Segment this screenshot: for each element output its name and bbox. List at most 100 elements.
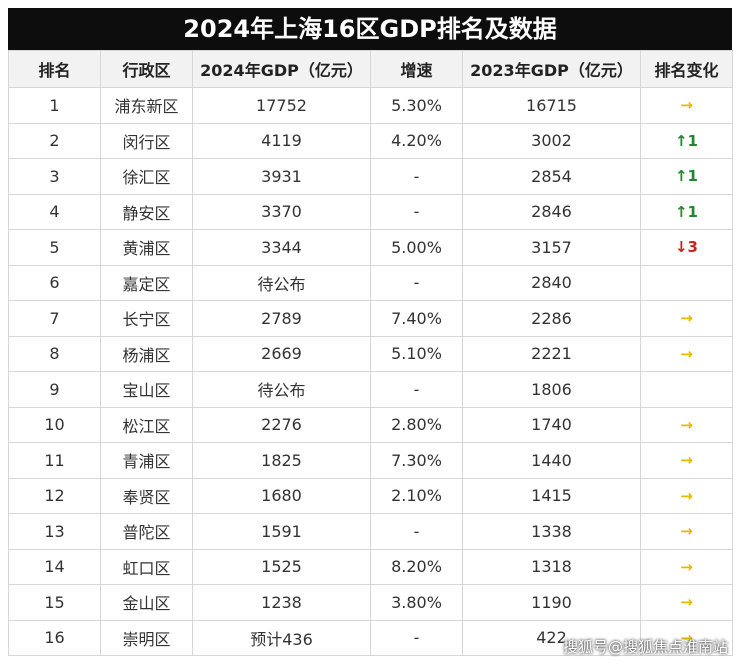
table-cell: 17752 (192, 87, 371, 124)
table-cell: 2286 (462, 300, 641, 337)
table-row: 16 崇明区 预计436-422 → (8, 619, 733, 656)
table-cell: 1415 (462, 477, 641, 514)
table-cell: 2276 (192, 406, 371, 443)
table-cell: 12 (8, 477, 101, 514)
table-cell: 13 (8, 513, 101, 550)
rank-change-cell: → (640, 477, 733, 514)
table-cell: - (370, 619, 463, 656)
table-row: 11 青浦区 1825 7.30% 1440 → (8, 442, 733, 479)
table-cell: 普陀区 (100, 513, 193, 550)
table-cell: 7.30% (370, 442, 463, 479)
table-body: 1 浦东新区 17752 5.30% 16715 → 2 闵行区 4119 4.20% 3002 ↑1… (8, 87, 733, 656)
table-row: 13 普陀区 1591-1338 → (8, 513, 733, 550)
table-cell: - (370, 158, 463, 195)
table-cell: 3.80% (370, 584, 463, 621)
table-cell: 1238 (192, 584, 371, 621)
table-cell: 3157 (462, 229, 641, 266)
table-cell: 5.30% (370, 87, 463, 124)
table-cell: 金山区 (100, 584, 193, 621)
empty-cell (640, 371, 733, 408)
title: 2024年上海16区GDP排名及数据 (8, 8, 732, 50)
table-cell: 杨浦区 (100, 335, 193, 372)
header-cell: 增速 (370, 50, 463, 88)
table-cell: 1825 (192, 442, 371, 479)
rank-change-cell: → (640, 548, 733, 585)
empty-cell (640, 264, 733, 301)
rank-change-cell: → (640, 513, 733, 550)
table-cell: 5.10% (370, 335, 463, 372)
table-cell: 预计436 (192, 619, 371, 656)
rank-change-cell: → (640, 442, 733, 479)
table-cell: 奉贤区 (100, 477, 193, 514)
rank-change-cell: → (640, 335, 733, 372)
table-cell: 长宁区 (100, 300, 193, 337)
table-cell: 2.10% (370, 477, 463, 514)
table-cell: 2840 (462, 264, 641, 301)
table-cell: 15 (8, 584, 101, 621)
table-cell: 4 (8, 193, 101, 230)
table-cell: 1 (8, 87, 101, 124)
table-cell: - (370, 513, 463, 550)
header-cell: 2024年GDP（亿元） (192, 50, 371, 88)
table-cell: 1740 (462, 406, 641, 443)
table-cell: 3931 (192, 158, 371, 195)
table-cell: 3344 (192, 229, 371, 266)
table-cell: - (370, 264, 463, 301)
table-cell: 10 (8, 406, 101, 443)
table-cell: 16 (8, 619, 101, 656)
table-cell: 1318 (462, 548, 641, 585)
rank-change-cell: ↑1 (640, 158, 733, 195)
header-cell: 2023年GDP（亿元） (462, 50, 641, 88)
table-row: 15 金山区 1238 3.80% 1190 → (8, 584, 733, 621)
table-row: 7 长宁区 2789 7.40% 2286 → (8, 300, 733, 337)
table-cell: 1591 (192, 513, 371, 550)
table-cell: - (370, 193, 463, 230)
rank-change-cell: → (640, 300, 733, 337)
table-cell: - (370, 371, 463, 408)
table-cell: 宝山区 (100, 371, 193, 408)
table-cell: 2.80% (370, 406, 463, 443)
table-cell: 8 (8, 335, 101, 372)
table-cell: 16715 (462, 87, 641, 124)
table-cell: 422 (462, 619, 641, 656)
table-cell: 闵行区 (100, 122, 193, 159)
table-cell: 松江区 (100, 406, 193, 443)
table-cell: 6 (8, 264, 101, 301)
table-cell: 3 (8, 158, 101, 195)
table-cell: 1680 (192, 477, 371, 514)
rank-change-cell: ↑1 (640, 122, 733, 159)
table-cell: 7 (8, 300, 101, 337)
table-cell: 1440 (462, 442, 641, 479)
watermark: 搜狐号@搜狐焦点淮南站 (562, 638, 728, 656)
table-cell: 待公布 (192, 371, 371, 408)
rank-change-cell: → (640, 619, 733, 656)
header-row: 排名 行政区 2024年GDP（亿元） 增速 2023年GDP（亿元） 排名变化 (8, 50, 733, 88)
table-cell: 5 (8, 229, 101, 266)
table-cell: 3370 (192, 193, 371, 230)
table-cell: 4119 (192, 122, 371, 159)
table-cell: 8.20% (370, 548, 463, 585)
table-cell: 嘉定区 (100, 264, 193, 301)
table-row: 5 黄浦区 3344 5.00% 3157 ↓3 (8, 229, 733, 266)
table-cell: 黄浦区 (100, 229, 193, 266)
header-cell: 行政区 (100, 50, 193, 88)
table-row: 12 奉贤区 1680 2.10% 1415 → (8, 477, 733, 514)
table-cell: 徐汇区 (100, 158, 193, 195)
header-cell: 排名变化 (640, 50, 733, 88)
table-cell: 2854 (462, 158, 641, 195)
rank-change-cell: → (640, 87, 733, 124)
table-cell: 1806 (462, 371, 641, 408)
table-cell: 静安区 (100, 193, 193, 230)
rank-change-cell: ↑1 (640, 193, 733, 230)
rank-change-cell: → (640, 584, 733, 621)
table-cell: 浦东新区 (100, 87, 193, 124)
table-cell: 1190 (462, 584, 641, 621)
table-row: 4 静安区 3370-2846 ↑1 (8, 193, 733, 230)
table-row: 8 杨浦区 2669 5.10% 2221 → (8, 335, 733, 372)
table-cell: 9 (8, 371, 101, 408)
table-row: 1 浦东新区 17752 5.30% 16715 → (8, 87, 733, 124)
table-cell: 11 (8, 442, 101, 479)
table-row: 2 闵行区 4119 4.20% 3002 ↑1 (8, 122, 733, 159)
table-cell: 崇明区 (100, 619, 193, 656)
